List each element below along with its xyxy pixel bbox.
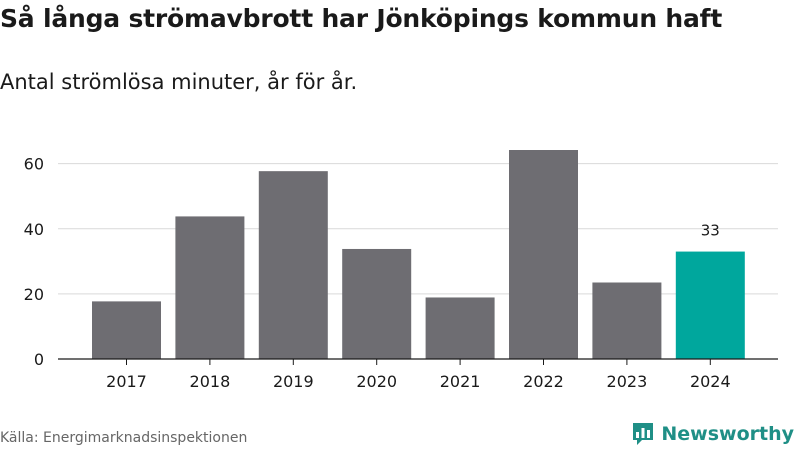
y-tick-label: 40 [24, 220, 44, 239]
chart-subtitle: Antal strömlösa minuter, år för år. [0, 70, 358, 94]
bar [342, 248, 412, 359]
bar [175, 216, 245, 359]
y-tick-label: 60 [24, 155, 44, 174]
brand-logo: Newsworthy [631, 421, 794, 447]
x-tick-label: 2018 [190, 372, 231, 391]
x-tick-label: 2024 [690, 372, 731, 391]
brand-name: Newsworthy [661, 423, 794, 445]
x-tick-label: 2020 [356, 372, 397, 391]
data-label: 33 [701, 222, 720, 240]
bar-chart-logo-icon [633, 423, 654, 445]
bar [425, 297, 495, 359]
bar [592, 282, 662, 359]
bar [509, 150, 578, 359]
chart-title: Så långa strömavbrott har Jönköpings kom… [0, 4, 723, 33]
bar-chart: 0 20 40 60 2017 2018 2019 2020 2021 2022 2023 2024 3… [24, 150, 778, 391]
x-tick-label: 2023 [607, 372, 648, 391]
bar [92, 301, 161, 359]
y-tick-label: 0 [34, 350, 44, 369]
source-note: Källa: Energimarknadsinspektionen [0, 430, 248, 446]
x-tick-label: 2019 [273, 372, 314, 391]
bar [675, 251, 745, 359]
x-tick-label: 2021 [440, 372, 481, 391]
x-tick-label: 2017 [106, 372, 147, 391]
x-tick-label: 2022 [523, 372, 564, 391]
bar [258, 171, 328, 359]
y-tick-label: 20 [24, 285, 44, 304]
